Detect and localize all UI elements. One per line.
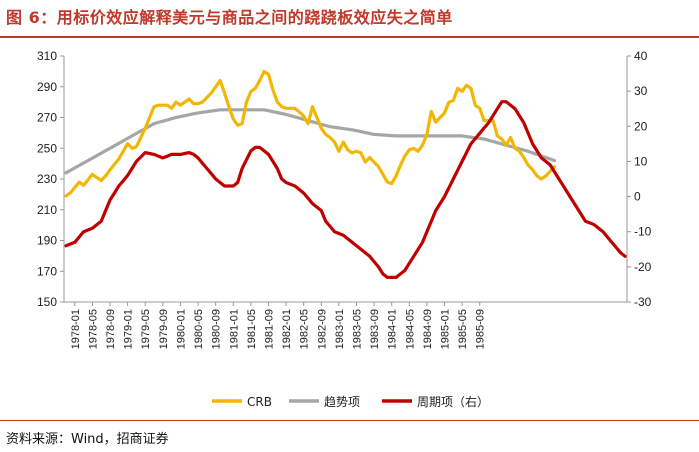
x-tick-label: 1979-01 (123, 309, 135, 349)
x-tick-label: 1979-05 (140, 309, 152, 349)
x-tick-label: 1980-01 (175, 309, 187, 349)
legend-label-2: 周期项（右） (417, 394, 489, 409)
source-divider (0, 420, 699, 421)
x-tick-label: 1984-05 (404, 309, 416, 349)
page-title: 图 6：用标价效应解释美元与商品之间的跷跷板效应失之简单 (6, 8, 453, 27)
left-tick-label: 210 (37, 203, 57, 217)
x-tick-label: 1984-09 (422, 309, 434, 349)
x-tick-label: 1980-09 (211, 309, 223, 349)
left-tick-label: 150 (37, 295, 57, 309)
right-tick-label: 20 (634, 119, 648, 133)
left-axis-ticks: 150 170 190 210 230 250 270 290 310 (37, 49, 64, 309)
left-tick-label: 290 (37, 80, 57, 94)
x-tick-label: 1983-05 (352, 309, 364, 349)
left-tick-label: 230 (37, 172, 57, 186)
right-tick-label: -20 (634, 260, 652, 274)
right-tick-label: -30 (634, 295, 652, 309)
left-tick-label: 190 (37, 234, 57, 248)
x-tick-label: 1981-01 (228, 309, 240, 349)
left-tick-label: 310 (37, 49, 57, 63)
right-axis-ticks: -30 -20 -10 0 10 20 30 40 (627, 49, 652, 309)
x-tick-label: 1983-09 (369, 309, 381, 349)
x-tick-label: 1981-05 (246, 309, 258, 349)
x-tick-label: 1978-05 (87, 309, 99, 349)
legend-label-0: CRB (247, 395, 272, 409)
right-tick-label: 0 (634, 190, 641, 204)
x-tick-label: 1982-09 (316, 309, 328, 349)
right-tick-label: -10 (634, 225, 652, 239)
series-line-2 (64, 100, 627, 279)
left-tick-label: 270 (37, 111, 57, 125)
x-tick-label: 1983-01 (334, 309, 346, 349)
x-tick-label: 1985-01 (440, 309, 452, 349)
x-tick-label: 1982-01 (281, 309, 293, 349)
series-group (64, 69, 627, 279)
legend-label-1: 趋势项 (324, 395, 360, 409)
title-divider (0, 36, 699, 38)
left-tick-label: 170 (37, 264, 57, 278)
x-tick-label: 1979-09 (158, 309, 170, 349)
x-tick-label: 1982-05 (299, 309, 311, 349)
left-tick-label: 250 (37, 141, 57, 155)
x-axis-ticks: 1978-01 1978-05 1978-09 1979-01 1979-05 1979-… (70, 302, 487, 349)
x-tick-label: 1978-09 (105, 309, 117, 349)
x-tick-label: 1985-05 (457, 309, 469, 349)
x-tick-label: 1985-09 (475, 309, 487, 349)
x-tick-label: 1981-09 (263, 309, 275, 349)
right-tick-label: 10 (634, 154, 648, 168)
x-tick-label: 1984-01 (387, 309, 399, 349)
right-tick-label: 40 (634, 49, 648, 63)
right-tick-label: 30 (634, 84, 648, 98)
series-line-0 (64, 69, 557, 198)
x-tick-label: 1980-05 (193, 309, 205, 349)
legend: CRB 趋势项 周期项（右） (212, 394, 489, 409)
source-note: 资料来源：Wind，招商证券 (6, 432, 169, 447)
x-tick-label: 1978-01 (70, 309, 82, 349)
